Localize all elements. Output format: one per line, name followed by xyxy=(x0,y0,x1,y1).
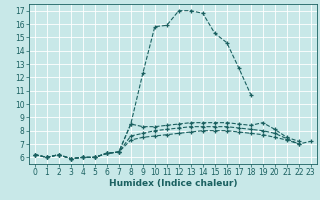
X-axis label: Humidex (Indice chaleur): Humidex (Indice chaleur) xyxy=(108,179,237,188)
